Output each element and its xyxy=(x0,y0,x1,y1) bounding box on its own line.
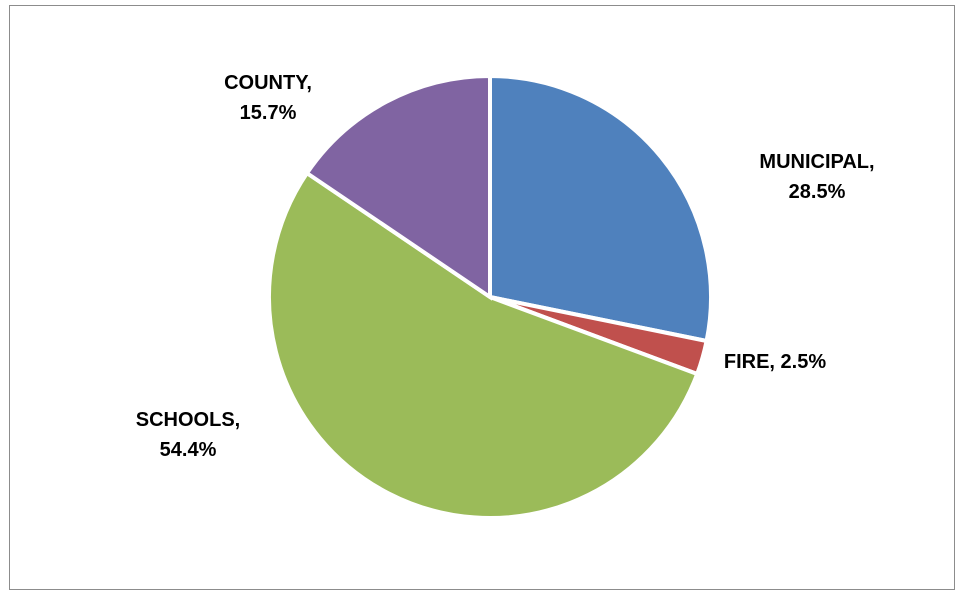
slice-schools xyxy=(267,170,700,520)
data-label-municipal: MUNICIPAL, 28.5% xyxy=(759,151,874,203)
slice-municipal xyxy=(488,73,713,344)
slice-county xyxy=(304,73,492,301)
data-label-schools: SCHOOLS, 54.4% xyxy=(136,409,240,461)
data-label-fire: FIRE, 2.5% xyxy=(724,351,826,373)
data-label-county: COUNTY, 15.7% xyxy=(224,72,312,124)
